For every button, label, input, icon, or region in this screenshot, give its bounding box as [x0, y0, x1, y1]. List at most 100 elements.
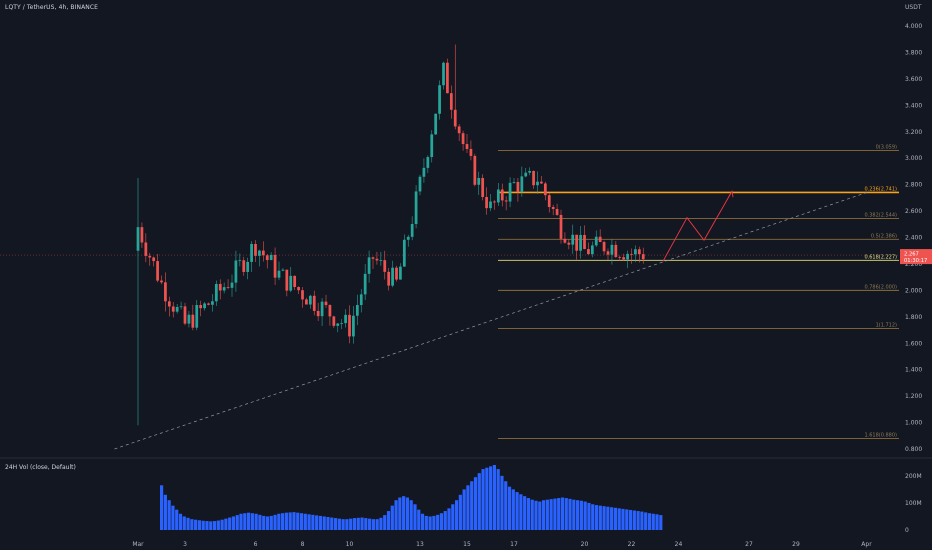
- volume-bar: [507, 486, 512, 530]
- volume-bar: [258, 514, 262, 530]
- volume-bar: [458, 494, 462, 530]
- y-tick-label: 1.800: [905, 314, 922, 321]
- volume-bar: [515, 492, 519, 530]
- candle-body: [414, 191, 418, 225]
- candlestick-series: [136, 44, 734, 426]
- volume-bar: [186, 517, 190, 530]
- candle-body: [410, 224, 414, 237]
- candle-body: [352, 315, 355, 337]
- candle-body: [540, 181, 543, 184]
- candle-body: [453, 109, 457, 127]
- volume-bar: [568, 498, 572, 530]
- fib-level-label: 0.618(2.227): [864, 254, 897, 260]
- volume-bar: [311, 514, 315, 530]
- candle-body: [293, 275, 297, 287]
- fib-level-label: 0.236(2.741): [864, 186, 897, 192]
- candle-body: [277, 270, 281, 278]
- volume-bar: [235, 515, 239, 530]
- candle-body: [610, 244, 614, 255]
- candle-body: [199, 305, 203, 309]
- volume-bar: [254, 513, 258, 530]
- candle-body: [226, 287, 230, 288]
- fib-level-label: 1(1.712): [876, 322, 897, 328]
- volume-bar: [576, 500, 580, 530]
- x-tick-label: 20: [581, 541, 589, 548]
- price-axis: 4.000 3.800 3.600 3.400 3.200 3.000 2.800 2.600…: [905, 23, 922, 453]
- candle-body: [238, 260, 242, 262]
- volume-bar: [224, 518, 228, 530]
- volume-bar: [197, 520, 202, 530]
- volume-bar: [220, 519, 224, 530]
- candle-body: [136, 227, 140, 251]
- candle-body: [399, 266, 402, 280]
- candle-body: [218, 283, 222, 291]
- volume-bar: [205, 521, 209, 530]
- candle-body: [481, 177, 485, 198]
- volume-tick-label: 100M: [905, 500, 922, 507]
- volume-bar: [239, 513, 243, 530]
- candle-body: [469, 148, 473, 156]
- fib-level-label: 0.5(2.386): [871, 233, 897, 239]
- volume-bar: [447, 508, 451, 530]
- volume-bar: [523, 496, 527, 530]
- candle-body: [489, 201, 492, 209]
- candle-body: [222, 287, 226, 291]
- candle-body: [477, 177, 481, 185]
- candle-body: [590, 245, 594, 255]
- candle-body: [344, 314, 347, 324]
- candle-body: [504, 200, 508, 202]
- volume-bar: [262, 515, 266, 530]
- volume-bar: [564, 498, 568, 530]
- candle-body: [320, 301, 324, 317]
- candle-body: [634, 249, 637, 255]
- candle-body: [395, 267, 398, 280]
- symbol-title: LQTY / TetherUS, 4h, BINANCE: [5, 4, 99, 11]
- candle-body: [524, 172, 528, 177]
- candle-body: [156, 261, 159, 281]
- candle-body: [175, 306, 179, 312]
- y-tick-label: 1.200: [905, 393, 922, 400]
- candle-body: [402, 239, 406, 267]
- candle-body: [626, 253, 629, 260]
- candle-body: [555, 208, 559, 215]
- candle-body: [449, 93, 453, 110]
- volume-bar: [212, 521, 217, 530]
- volume-bar: [333, 518, 338, 530]
- volume-bar: [175, 509, 179, 530]
- volume-bar: [296, 512, 300, 530]
- volume-bar: [171, 505, 175, 530]
- candle-body: [496, 189, 500, 203]
- candle-body: [512, 182, 516, 183]
- volume-bar: [383, 515, 387, 530]
- candle-body: [348, 314, 351, 337]
- volume-bar: [553, 498, 557, 530]
- volume-bar: [439, 513, 444, 530]
- candle-body: [340, 323, 344, 324]
- volume-bar: [265, 516, 270, 530]
- volume-bar: [352, 518, 357, 530]
- volume-bar: [530, 499, 534, 530]
- volume-bar: [538, 501, 542, 530]
- candle-body: [520, 176, 524, 193]
- candle-body: [359, 294, 363, 306]
- fib-level-label: 0(3.059): [876, 144, 897, 150]
- volume-bar: [549, 499, 553, 530]
- candle-body: [606, 251, 610, 255]
- volume-bar: [545, 499, 549, 530]
- volume-bar: [201, 520, 205, 530]
- candle-body: [536, 181, 539, 186]
- candle-body: [183, 306, 187, 324]
- volume-bar: [398, 497, 402, 530]
- volume-bar: [345, 519, 349, 530]
- x-tick-label: 27: [745, 541, 753, 548]
- volume-bar: [591, 504, 595, 530]
- candle-body: [641, 254, 645, 260]
- x-tick-label: 22: [628, 541, 636, 548]
- candle-body: [332, 316, 336, 326]
- volume-bar: [610, 507, 614, 530]
- volume-bar: [496, 469, 500, 530]
- y-tick-label: 3.200: [905, 129, 922, 136]
- candle-body: [336, 323, 340, 326]
- candle-body: [324, 301, 328, 306]
- volume-bar: [659, 515, 663, 530]
